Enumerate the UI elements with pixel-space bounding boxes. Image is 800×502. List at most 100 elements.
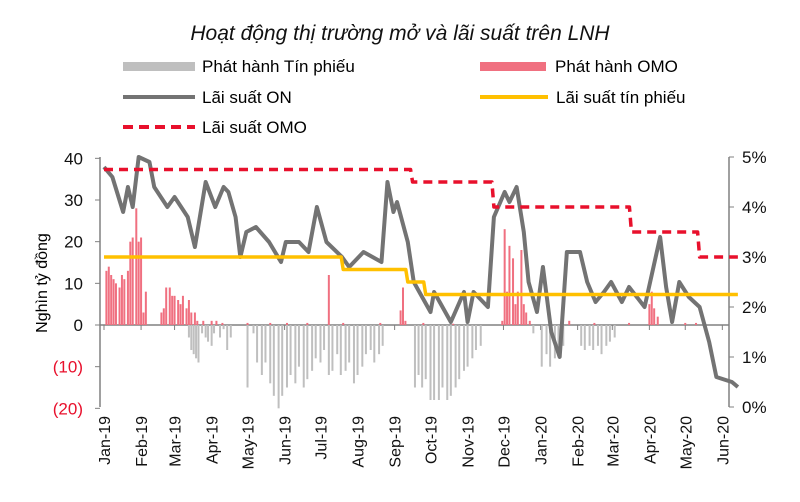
x-tick-label: May-20	[678, 416, 695, 469]
x-tick-label: Feb-20	[571, 416, 588, 467]
bar-tin-phieu	[192, 325, 195, 355]
legend-label: Lãi suất tín phiếu	[556, 88, 685, 107]
bar-omo	[656, 316, 659, 325]
bar-omo	[140, 237, 143, 325]
bar-tin-phieu	[446, 325, 449, 400]
y2-tick-label: 0%	[742, 398, 767, 417]
chart-title: Hoạt động thị trường mở và lãi suất trên…	[190, 22, 610, 45]
bar-tin-phieu	[210, 325, 213, 346]
bar-omo	[160, 312, 163, 325]
bar-tin-phieu	[204, 325, 207, 338]
x-tick-label: Oct-19	[424, 416, 441, 464]
bar-omo	[177, 300, 180, 325]
bar-tin-phieu	[323, 325, 326, 350]
x-tick-label: Sep-19	[388, 416, 405, 468]
bar-tin-phieu	[319, 325, 322, 363]
bar-omo	[528, 320, 531, 325]
bar-omo	[171, 295, 174, 325]
bar-tin-phieu	[285, 325, 288, 388]
bar-tin-phieu	[302, 325, 305, 388]
bar-omo	[168, 287, 171, 325]
y2-tick-label: 1%	[742, 348, 767, 367]
bar-omo	[129, 241, 132, 325]
bar-tin-phieu	[272, 325, 275, 396]
bar-omo	[246, 322, 249, 325]
bar-omo	[503, 229, 506, 325]
bar-omo	[628, 322, 631, 325]
bar-omo	[402, 287, 404, 325]
bar-tin-phieu	[207, 325, 210, 342]
bar-tin-phieu	[344, 325, 347, 371]
bar-tin-phieu	[327, 325, 330, 375]
legend: Phát hành Tín phiếu Phát hành OMO Lãi su…	[123, 57, 685, 137]
bar-omo	[137, 241, 140, 325]
x-tick-label: Nov-19	[461, 416, 478, 468]
bar-tin-phieu	[213, 325, 216, 334]
bar-tin-phieu	[471, 325, 474, 359]
bar-tin-phieu	[433, 325, 436, 400]
bar-omo	[105, 270, 108, 325]
bar-tin-phieu	[195, 325, 198, 359]
bar-tin-phieu	[187, 325, 190, 338]
bar-omo	[452, 323, 455, 325]
bar-tin-phieu	[583, 325, 586, 350]
bar-omo	[118, 287, 121, 325]
y-tick-label: (20)	[53, 399, 83, 418]
bar-tin-phieu	[413, 325, 416, 388]
y2-tick-label: 5%	[742, 148, 767, 167]
bar-omo	[650, 291, 653, 325]
bar-omo	[190, 312, 193, 325]
bar-omo	[404, 320, 407, 325]
bar-omo	[501, 320, 504, 325]
bar-omo	[173, 295, 176, 325]
y2-tick-label: 2%	[742, 298, 767, 317]
bar-omo	[568, 320, 571, 325]
bar-omo	[185, 308, 188, 325]
bar-omo	[516, 291, 519, 325]
bar-omo	[593, 322, 596, 325]
bar-tin-phieu	[277, 325, 280, 409]
bar-tin-phieu	[381, 325, 384, 346]
bar-tin-phieu	[605, 325, 608, 346]
bar-tin-phieu	[306, 325, 309, 380]
bar-omo	[187, 300, 190, 325]
bar-tin-phieu	[437, 325, 440, 400]
bar-tin-phieu	[545, 325, 548, 355]
legend-swatch-omo	[480, 62, 546, 71]
bar-omo	[196, 320, 199, 325]
bar-tin-phieu	[424, 325, 427, 380]
bar-tin-phieu	[190, 325, 193, 350]
bar-omo	[285, 322, 288, 325]
bar-omo	[221, 322, 224, 325]
bar-tin-phieu	[226, 325, 229, 350]
bar-omo	[142, 312, 145, 325]
bar-tin-phieu	[256, 325, 259, 363]
bar-omo	[327, 275, 330, 325]
bar-tin-phieu	[429, 325, 432, 400]
x-tick-label: Jul-19	[313, 416, 330, 460]
legend-swatch-tin-phieu	[123, 62, 195, 71]
bar-omo	[342, 322, 345, 325]
bar-omo	[135, 208, 138, 325]
bar-tin-phieu	[246, 325, 249, 388]
bar-omo	[653, 308, 656, 325]
legend-label: Lãi suất OMO	[202, 118, 307, 137]
bar-omo	[269, 322, 272, 325]
bar-tin-phieu	[479, 325, 482, 346]
bar-omo	[202, 320, 205, 325]
bar-tin-phieu	[580, 325, 583, 346]
bar-omo	[520, 250, 523, 325]
bar-tin-phieu	[331, 325, 334, 371]
legend-label: Phát hành Tín phiếu	[202, 57, 355, 76]
bar-tin-phieu	[311, 325, 314, 371]
bar-tin-phieu	[449, 325, 452, 396]
bar-omo	[165, 287, 168, 325]
legend-label: Lãi suất ON	[202, 88, 292, 107]
bar-tin-phieu	[540, 325, 543, 367]
bar-omo	[120, 275, 123, 325]
bar-omo	[514, 304, 517, 325]
legend-label: Phát hành OMO	[555, 57, 678, 76]
bar-tin-phieu	[417, 325, 420, 375]
